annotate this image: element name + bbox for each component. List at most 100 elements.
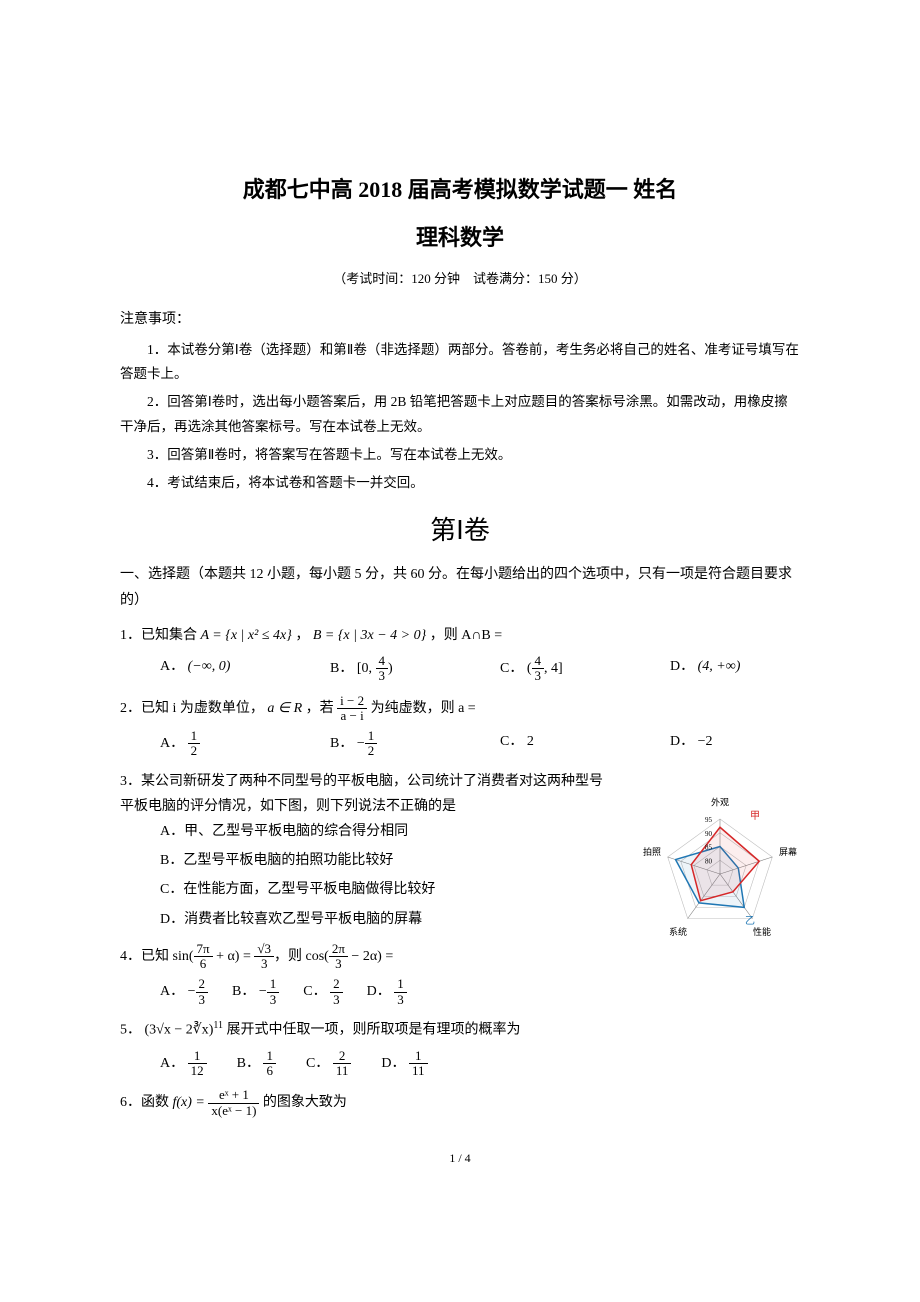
svg-text:外观: 外观	[711, 796, 729, 807]
q1-optB: B． [0, 43)	[330, 654, 460, 684]
frac-num: 4	[532, 654, 545, 669]
notice-item: 3．回答第Ⅱ卷时，将答案写在答题卡上。写在本试卷上无效。	[120, 443, 800, 467]
opt-post: , 4]	[544, 661, 563, 676]
frac-den: 2	[365, 744, 378, 758]
page-title-line2: 理科数学	[120, 218, 800, 258]
svg-text:系统: 系统	[669, 926, 687, 937]
svg-text:拍照: 拍照	[643, 846, 661, 857]
opt-label: C．	[303, 984, 326, 999]
q5-sqrt1: √x	[156, 1023, 171, 1038]
question-5: 5． (3√x − 2∛x)11 展开式中任取一项，则所取项是有理项的概率为 A…	[120, 1017, 800, 1078]
svg-text:屏幕: 屏幕	[779, 846, 797, 857]
q2-post: 为纯虚数，则 a =	[371, 701, 476, 716]
frac-den: 2	[188, 744, 201, 758]
opt-label: B．	[237, 1056, 260, 1071]
frac-num: 1	[365, 729, 378, 744]
q5-post: 展开式中任取一项，则所取项是有理项的概率为	[227, 1023, 521, 1038]
q2-optA: A． 12	[160, 729, 290, 759]
exam-info: （考试时间：120 分钟 试卷满分：150 分）	[120, 267, 800, 290]
svg-text:乙: 乙	[745, 915, 755, 927]
q2-text: 2．已知 i 为虚数单位，	[120, 701, 264, 716]
opt-label: C．	[500, 661, 523, 676]
opt-label: D．	[670, 734, 694, 749]
frac-num: 2	[333, 1049, 352, 1064]
opt-label: A．	[160, 1056, 184, 1071]
q4-mid1: + α) =	[213, 949, 255, 964]
volume-title: 第Ⅰ卷	[120, 508, 800, 555]
q4-pre: 4．已知 sin(	[120, 949, 194, 964]
frac-den: 3	[394, 993, 407, 1007]
q4-optA: A． −23	[160, 977, 208, 1007]
frac-den: 3	[330, 993, 343, 1007]
frac-num: 1	[188, 729, 201, 744]
page-title-line1: 成都七中高 2018 届高考模拟数学试题一 姓名	[120, 170, 800, 210]
neg: −	[259, 984, 267, 999]
frac-den: 11	[333, 1064, 352, 1078]
svg-text:80: 80	[705, 857, 713, 865]
frac-num: 2	[330, 977, 343, 992]
q2-optC: C． 2	[500, 729, 630, 759]
q5-exp: 11	[213, 1020, 223, 1031]
q4-optD: D． 13	[367, 977, 407, 1007]
q5-sqrt2: ∛x	[193, 1023, 209, 1038]
opt-val: −2	[698, 734, 713, 749]
frac-num: 2	[196, 977, 209, 992]
frac-num: i − 2	[337, 694, 367, 709]
q5-pre: 5．	[120, 1023, 141, 1038]
svg-text:性能: 性能	[753, 926, 771, 937]
svg-text:95: 95	[705, 816, 713, 824]
svg-text:甲: 甲	[750, 811, 760, 822]
svg-text:85: 85	[705, 843, 713, 851]
notice-header: 注意事项：	[120, 307, 800, 332]
q5-optB: B． 16	[237, 1049, 276, 1079]
frac-den: 6	[194, 957, 213, 971]
question-6: 6．函数 f(x) = eˣ + 1x(eˣ − 1) 的图象大致为	[120, 1088, 800, 1118]
frac-num: 1	[267, 977, 280, 992]
q1-post: ，则 A∩B =	[430, 628, 502, 643]
q3-text: 3．某公司新研发了两种不同型号的平板电脑，公司统计了消费者对这两种型号平板电脑的…	[120, 774, 603, 814]
question-3: 3．某公司新研发了两种不同型号的平板电脑，公司统计了消费者对这两种型号平板电脑的…	[120, 769, 800, 932]
opt-label: D．	[670, 659, 694, 674]
frac-den: a − i	[337, 709, 367, 723]
q5-optD: D． 111	[381, 1049, 427, 1079]
q4-optB: B． −13	[232, 977, 279, 1007]
q1-setB: B = {x | 3x − 4 > 0}	[313, 628, 426, 643]
opt-pre: [0,	[357, 661, 376, 676]
q2-ainr: a ∈ R	[267, 701, 302, 716]
q6-fx: f(x) =	[173, 1095, 209, 1110]
opt-label: B．	[232, 984, 255, 999]
q5-expr-pre: (3	[145, 1023, 157, 1038]
opt-post: )	[388, 661, 393, 676]
q1-text: 1．已知集合	[120, 628, 201, 643]
radar-svg: 外观屏幕性能系统拍照95908580甲乙	[630, 789, 810, 949]
frac-den: 3	[267, 993, 280, 1007]
frac-num: 1	[263, 1049, 276, 1064]
opt-label: B．	[330, 661, 353, 676]
opt-label: A．	[160, 736, 184, 751]
neg: −	[188, 984, 196, 999]
frac-den: 6	[263, 1064, 276, 1078]
frac-den: 3	[532, 669, 545, 683]
q1-optD: D． (4, +∞)	[670, 654, 800, 684]
frac-num: eˣ + 1	[208, 1088, 259, 1103]
opt-label: D．	[381, 1056, 405, 1071]
question-2: 2．已知 i 为虚数单位， a ∈ R ，若 i − 2a − i 为纯虚数，则…	[120, 694, 800, 759]
q1-optC: C． (43, 4]	[500, 654, 630, 684]
frac-den: 3	[254, 957, 274, 971]
question-1: 1．已知集合 A = {x | x² ≤ 4x} ， B = {x | 3x −…	[120, 623, 800, 684]
frac-num: 1	[188, 1049, 207, 1064]
opt-label: D．	[367, 984, 391, 999]
frac-num: 1	[409, 1049, 428, 1064]
question-4: 4．已知 sin(7π6 + α) = √33，则 cos(2π3 − 2α) …	[120, 942, 800, 1007]
opt-val: (4, +∞)	[698, 659, 741, 674]
notice-item: 2．回答第Ⅰ卷时，选出每小题答案后，用 2B 铅笔把答题卡上对应题目的答案标号涂…	[120, 390, 800, 439]
frac-num: 4	[376, 654, 389, 669]
q6-post: 的图象大致为	[263, 1095, 347, 1110]
radar-chart: 外观屏幕性能系统拍照95908580甲乙	[630, 789, 810, 958]
frac-num: √3	[254, 942, 274, 957]
frac-den: 3	[196, 993, 209, 1007]
opt-label: C．	[500, 734, 523, 749]
opt-label: A．	[160, 659, 184, 674]
notice-item: 1．本试卷分第Ⅰ卷（选择题）和第Ⅱ卷（非选择题）两部分。答卷前，考生务必将自己的…	[120, 338, 800, 387]
frac-den: 3	[329, 957, 348, 971]
